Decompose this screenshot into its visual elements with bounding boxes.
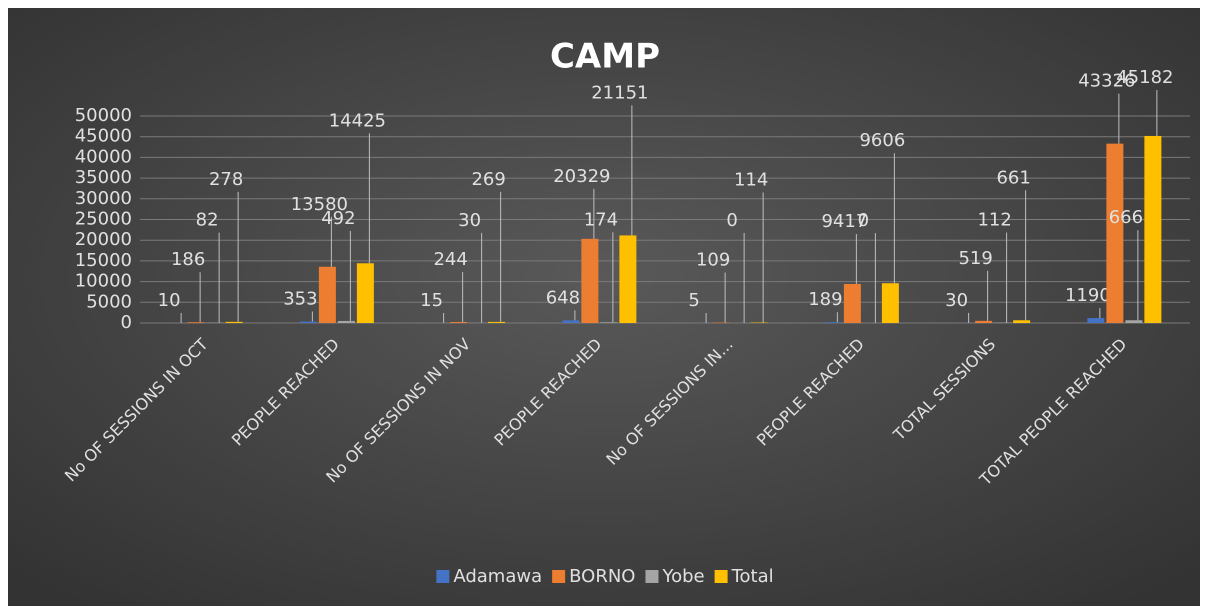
- data-label: 13580: [291, 194, 348, 215]
- bar: [581, 238, 599, 323]
- data-label: 174: [584, 209, 618, 230]
- y-tick-label: 25000: [75, 209, 132, 230]
- data-label: 9417: [821, 211, 867, 232]
- data-label: 189: [808, 289, 842, 310]
- data-label: 30: [945, 290, 968, 311]
- bar: [1106, 143, 1124, 323]
- data-label: 269: [471, 169, 505, 190]
- bar: [619, 235, 637, 323]
- data-label: 278: [209, 169, 243, 190]
- bar: [562, 320, 580, 323]
- data-label: 114: [734, 170, 768, 191]
- y-tick-label: 5000: [86, 291, 132, 312]
- data-label: 10: [158, 290, 181, 311]
- legend-swatch: [436, 570, 450, 583]
- bar: [318, 266, 336, 323]
- legend-swatch: [714, 570, 728, 583]
- bar: [488, 321, 506, 323]
- y-tick-label: 45000: [75, 126, 132, 147]
- data-label: 666: [1109, 207, 1143, 228]
- data-label: 82: [196, 210, 219, 231]
- legend-swatch: [645, 570, 659, 583]
- bar: [356, 263, 374, 323]
- bar: [1125, 320, 1143, 323]
- chart-background: [8, 8, 1200, 606]
- data-label: 186: [171, 249, 205, 270]
- bar: [881, 283, 899, 323]
- y-tick-label: 15000: [75, 250, 132, 271]
- bar: [975, 320, 993, 323]
- bar: [1087, 318, 1105, 323]
- y-tick-label: 20000: [75, 229, 132, 250]
- data-label: 112: [977, 210, 1011, 231]
- bar: [1013, 320, 1031, 323]
- data-label: 21151: [591, 82, 648, 103]
- bar: [600, 322, 618, 323]
- legend: Adamawa BORNO Yobe Total: [436, 566, 774, 587]
- data-label: 244: [433, 249, 467, 270]
- y-tick-label: 10000: [75, 271, 132, 292]
- data-label: 492: [321, 208, 355, 229]
- y-tick-label: 40000: [75, 146, 132, 167]
- data-label: 30: [458, 210, 481, 231]
- bar: [450, 321, 468, 323]
- y-tick-label: 0: [121, 312, 132, 333]
- y-tick-label: 50000: [75, 105, 132, 126]
- data-label: 661: [996, 167, 1030, 188]
- data-label: 519: [958, 248, 992, 269]
- data-label: 20329: [553, 166, 610, 187]
- bar: [824, 322, 842, 323]
- legend-label: Yobe: [661, 566, 704, 587]
- bar: [225, 321, 243, 323]
- data-label: 0: [726, 210, 737, 231]
- legend-label: Total: [731, 566, 774, 587]
- data-label: 9606: [859, 130, 905, 151]
- chart-title: CAMP: [550, 37, 660, 77]
- data-label: 5: [688, 290, 699, 311]
- bar: [187, 322, 205, 323]
- legend-label: BORNO: [569, 566, 635, 587]
- data-label: 15: [420, 290, 443, 311]
- y-tick-label: 35000: [75, 167, 132, 188]
- bar: [843, 284, 861, 323]
- data-label: 0: [858, 210, 869, 231]
- bar: [1144, 135, 1162, 323]
- bar: [299, 321, 317, 323]
- data-label: 1190: [1065, 285, 1111, 306]
- y-tick-label: 30000: [75, 188, 132, 209]
- data-label: 43326: [1078, 71, 1135, 92]
- data-label: 109: [696, 250, 730, 271]
- bar: [337, 320, 355, 323]
- data-label: 648: [546, 287, 580, 308]
- data-label: 14425: [329, 110, 386, 131]
- legend-label: Adamawa: [453, 566, 542, 587]
- legend-swatch: [552, 570, 566, 583]
- data-label: 45182: [1116, 67, 1173, 88]
- data-label: 353: [283, 289, 317, 310]
